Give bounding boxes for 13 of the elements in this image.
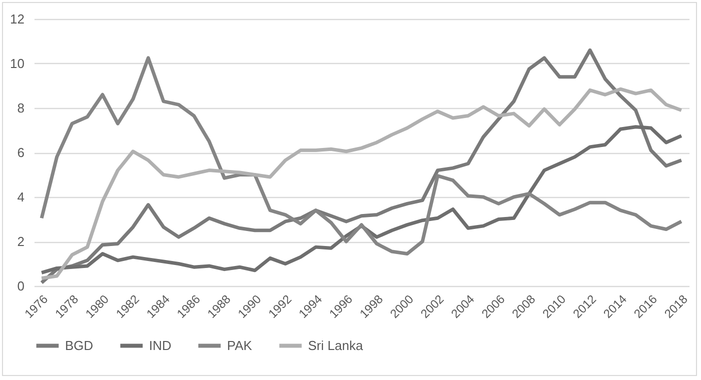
legend-label: BGD — [65, 338, 94, 353]
y-tick-label: 4 — [17, 190, 24, 204]
line-series — [40, 48, 684, 284]
y-tick-label: 2 — [17, 234, 24, 249]
legend-label: Sri Lanka — [308, 338, 364, 353]
legend-label: PAK — [227, 338, 252, 353]
y-tick-label: 0 — [17, 278, 24, 294]
y-tick-label: 8 — [17, 100, 24, 116]
y-tick-label: 12 — [10, 12, 24, 26]
line-series — [40, 87, 684, 280]
legend-label: IND — [149, 338, 172, 353]
y-tick-label: 10 — [10, 56, 24, 71]
y-tick-label: 6 — [17, 145, 24, 160]
